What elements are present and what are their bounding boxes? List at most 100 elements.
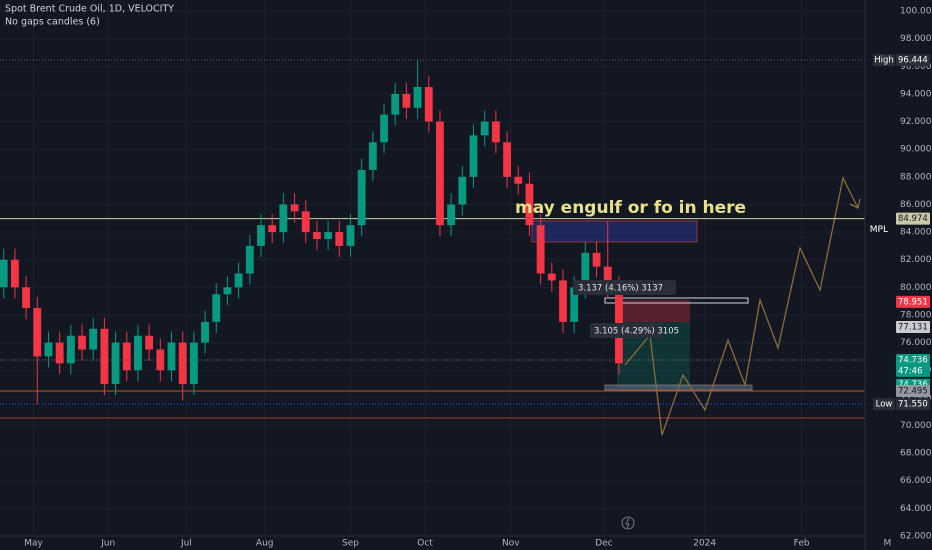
x-tick-label: Sep	[342, 539, 359, 549]
stop-zone	[617, 300, 690, 322]
candle-body	[223, 287, 232, 295]
candle-body	[480, 121, 489, 136]
price-badge-label: 77.131	[898, 322, 928, 332]
y-tick-label: 98.000	[900, 34, 932, 44]
candle-body	[447, 204, 456, 226]
price-badge	[896, 385, 930, 398]
candle-body	[111, 342, 120, 385]
candle-body	[212, 294, 221, 322]
candle-body	[44, 342, 53, 357]
candle-body	[156, 349, 165, 371]
projection-path	[624, 176, 859, 436]
candle-body	[268, 225, 277, 233]
candle-body	[313, 232, 321, 239]
zone-box	[531, 220, 698, 243]
candle-body	[413, 87, 422, 108]
price-badge	[896, 354, 930, 367]
axes: 100.000 98.000 96.000 94.000 92.000 90.000 88.…	[24, 7, 932, 549]
price-badge-label: 47:46	[898, 366, 923, 376]
candle-body	[525, 183, 534, 226]
candle-body	[189, 342, 198, 385]
price-badge-label: 78.951	[898, 297, 928, 307]
candle-body	[570, 287, 579, 322]
candle-body	[0, 259, 8, 288]
x-tick-label: Oct	[417, 539, 433, 549]
level-tag: High	[874, 56, 894, 66]
y-tick-label: 70.000	[900, 421, 932, 431]
candle-body	[178, 342, 187, 385]
y-tick-label: 88.000	[900, 172, 932, 182]
candle-body	[167, 342, 176, 371]
range-box	[604, 297, 749, 304]
candle-body	[201, 321, 209, 343]
candle-body	[380, 114, 388, 143]
level-tag: Low	[876, 400, 893, 410]
y-tick-label: 96.000	[900, 62, 932, 72]
x-tick-label: Dec	[595, 539, 612, 549]
candle-body	[10, 259, 19, 288]
y-tick-label: 78.000	[900, 310, 932, 320]
candle-body	[357, 169, 366, 226]
price-badge	[896, 364, 930, 377]
x-tick-label: M	[883, 539, 891, 549]
chart-subtitle: No gaps candles (6)	[5, 17, 100, 28]
candle-body	[100, 328, 109, 385]
x-tick-label: Jun	[100, 539, 115, 549]
candle-body	[536, 225, 545, 274]
candle-body	[301, 211, 310, 233]
y-tick-label: 94.000	[900, 89, 932, 99]
candle-body	[245, 245, 254, 274]
candle-body	[503, 142, 511, 177]
levels	[0, 59, 865, 405]
candle-body	[469, 135, 478, 177]
x-tick-label: Feb	[794, 539, 810, 549]
candle-body	[547, 273, 556, 281]
candle-body	[514, 176, 523, 184]
projection-arrow	[849, 198, 861, 209]
y-tick-label: 68.000	[900, 449, 932, 459]
candle-body	[559, 280, 567, 322]
price-badge-label: 84.974	[898, 214, 928, 224]
candle-body	[592, 252, 601, 267]
candle-body	[491, 121, 500, 143]
position-label: 3.105 (4.29%) 3105	[594, 327, 679, 337]
chart-title: Spot Brent Crude Oil, 1D, VELOCITY	[5, 4, 174, 15]
y-tick-label: 62.000	[900, 532, 932, 542]
y-tick-label: 80.000	[900, 283, 932, 293]
candle-body	[458, 176, 467, 205]
label-bg	[590, 323, 663, 338]
y-tick-label: 84.000	[900, 228, 932, 238]
candle-body	[66, 335, 75, 364]
y-tick-label: 100.000	[900, 7, 932, 17]
candle-body	[234, 273, 243, 288]
candle-body	[33, 308, 42, 357]
candle-body	[436, 121, 444, 226]
candle-body	[324, 232, 333, 239]
price-badge	[896, 295, 930, 308]
replay-icon	[625, 517, 630, 529]
x-tick-label: 2024	[693, 539, 716, 549]
price-badge	[896, 320, 930, 333]
y-tick-label: 86.000	[900, 200, 932, 210]
annotation: may engulf or fo in here	[515, 198, 746, 218]
replay-icon[interactable]	[621, 516, 635, 530]
x-tick-label: Jul	[180, 539, 192, 549]
candle-body	[257, 225, 265, 246]
label-bg	[573, 280, 676, 295]
price-badge-label: 72.495	[898, 387, 928, 397]
x-tick-label: Nov	[502, 539, 520, 549]
price-badge-label: 96.444	[898, 56, 928, 66]
candle-body	[89, 328, 98, 350]
price-badge-label: 74.736	[898, 356, 928, 366]
level-tag: MPL	[870, 225, 888, 235]
candle-body	[335, 232, 344, 246]
candle-body	[581, 252, 590, 288]
price-badge-label: 71.550	[898, 400, 928, 410]
candle-body	[368, 142, 377, 170]
y-tick-label: 92.000	[900, 117, 932, 127]
price-badge	[896, 398, 930, 411]
candle-body	[122, 342, 131, 371]
candle-body	[279, 204, 288, 233]
